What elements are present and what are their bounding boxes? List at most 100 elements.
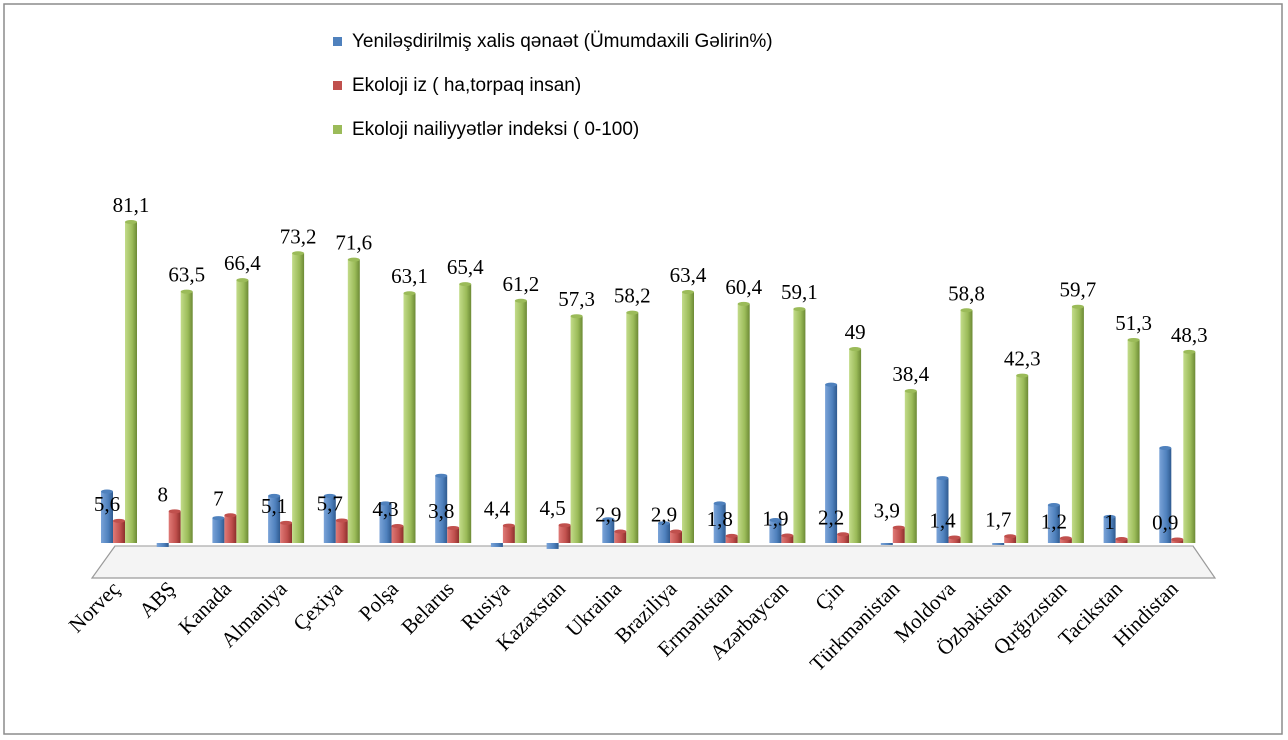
bar xyxy=(1004,536,1017,543)
bar-top xyxy=(769,518,782,523)
value-label: 5,7 xyxy=(317,491,343,515)
bar xyxy=(948,537,961,543)
value-label: 48,3 xyxy=(1171,323,1208,347)
bar xyxy=(658,523,670,543)
bar-top xyxy=(1159,446,1172,451)
bar xyxy=(1159,448,1172,543)
bar xyxy=(268,495,281,543)
value-label: 3,9 xyxy=(874,499,900,523)
bar-top xyxy=(725,533,738,538)
legend-label: Yeniləşdirilmiş xalis qənaət (Ümumdaxili… xyxy=(352,31,773,52)
bar-top xyxy=(713,501,726,506)
bar-top xyxy=(837,532,850,537)
value-label: 2,9 xyxy=(651,503,677,527)
bar xyxy=(447,527,460,543)
value-label: 7 xyxy=(213,486,224,510)
bar xyxy=(514,300,527,543)
bar-top xyxy=(1004,534,1017,539)
bar xyxy=(212,518,225,543)
bar-top xyxy=(113,518,125,523)
bar xyxy=(1016,375,1029,543)
bar-top xyxy=(447,525,460,530)
floor xyxy=(90,545,1217,579)
bar-top xyxy=(614,529,627,534)
bar xyxy=(626,312,639,543)
bar xyxy=(490,543,503,547)
value-label: 1,7 xyxy=(985,507,1011,531)
bar-top xyxy=(936,476,949,481)
value-label: 1,8 xyxy=(707,507,733,531)
value-label: 0,9 xyxy=(1152,510,1178,534)
value-label: 58,2 xyxy=(614,284,651,308)
bar-top xyxy=(737,301,750,306)
value-label: 1,2 xyxy=(1041,509,1067,533)
value-label: 73,2 xyxy=(280,224,317,248)
value-label: 8 xyxy=(157,482,168,506)
bar-top xyxy=(904,389,917,394)
bar-top xyxy=(626,310,639,315)
bar-top xyxy=(892,525,905,530)
bar-top xyxy=(1127,337,1140,342)
bar-top xyxy=(435,473,448,478)
bar xyxy=(347,259,360,543)
value-label: 1 xyxy=(1104,510,1115,534)
value-label: 42,3 xyxy=(1004,347,1041,371)
bar-top xyxy=(125,220,137,224)
value-label: 5,1 xyxy=(261,494,287,518)
value-label: 63,1 xyxy=(391,264,428,288)
bar xyxy=(892,527,905,543)
value-label: 63,5 xyxy=(168,263,205,287)
bar xyxy=(960,310,973,543)
legend-swatch xyxy=(333,37,342,46)
bar-top xyxy=(948,535,961,540)
bar-top xyxy=(825,382,838,387)
bar-top xyxy=(1047,503,1060,508)
value-label: 3,8 xyxy=(428,499,454,523)
bar-top xyxy=(849,347,862,352)
value-label: 57,3 xyxy=(558,287,595,311)
bar-top xyxy=(781,533,794,538)
bar-top xyxy=(268,493,281,498)
bar xyxy=(1071,306,1084,543)
bar-top xyxy=(459,282,472,287)
bar xyxy=(602,519,615,543)
bar xyxy=(1103,516,1116,543)
bar-top xyxy=(1183,349,1196,354)
bar xyxy=(793,309,806,543)
bar xyxy=(156,543,169,547)
bar-top xyxy=(793,307,806,312)
bar xyxy=(1183,351,1196,543)
bar xyxy=(502,525,515,543)
bar xyxy=(403,293,416,543)
bar xyxy=(1059,538,1072,543)
bar xyxy=(459,284,472,543)
value-label: 66,4 xyxy=(224,251,261,275)
bar xyxy=(1047,505,1060,543)
value-label: 49 xyxy=(845,320,866,344)
bar xyxy=(101,491,113,543)
bar-top xyxy=(236,278,249,283)
bar-top xyxy=(570,314,583,319)
value-label: 71,6 xyxy=(335,231,372,255)
value-label: 51,3 xyxy=(1115,311,1152,335)
bar xyxy=(180,291,193,543)
value-label: 65,4 xyxy=(447,255,484,279)
bar-top xyxy=(1059,536,1072,541)
bar xyxy=(904,391,917,543)
bar xyxy=(292,253,305,543)
value-label: 1,9 xyxy=(762,506,788,530)
bar xyxy=(391,525,404,543)
bar-top xyxy=(1016,373,1029,378)
legend-swatch xyxy=(333,81,342,90)
value-label: 59,7 xyxy=(1060,278,1097,302)
value-label: 1,4 xyxy=(929,508,956,532)
bar xyxy=(113,520,125,543)
bar-top xyxy=(292,251,305,256)
bar-top xyxy=(658,521,670,526)
value-label: 60,4 xyxy=(725,275,762,299)
bar-top xyxy=(224,513,237,518)
bar xyxy=(323,495,336,543)
bar xyxy=(546,543,559,549)
bar xyxy=(992,543,1005,545)
